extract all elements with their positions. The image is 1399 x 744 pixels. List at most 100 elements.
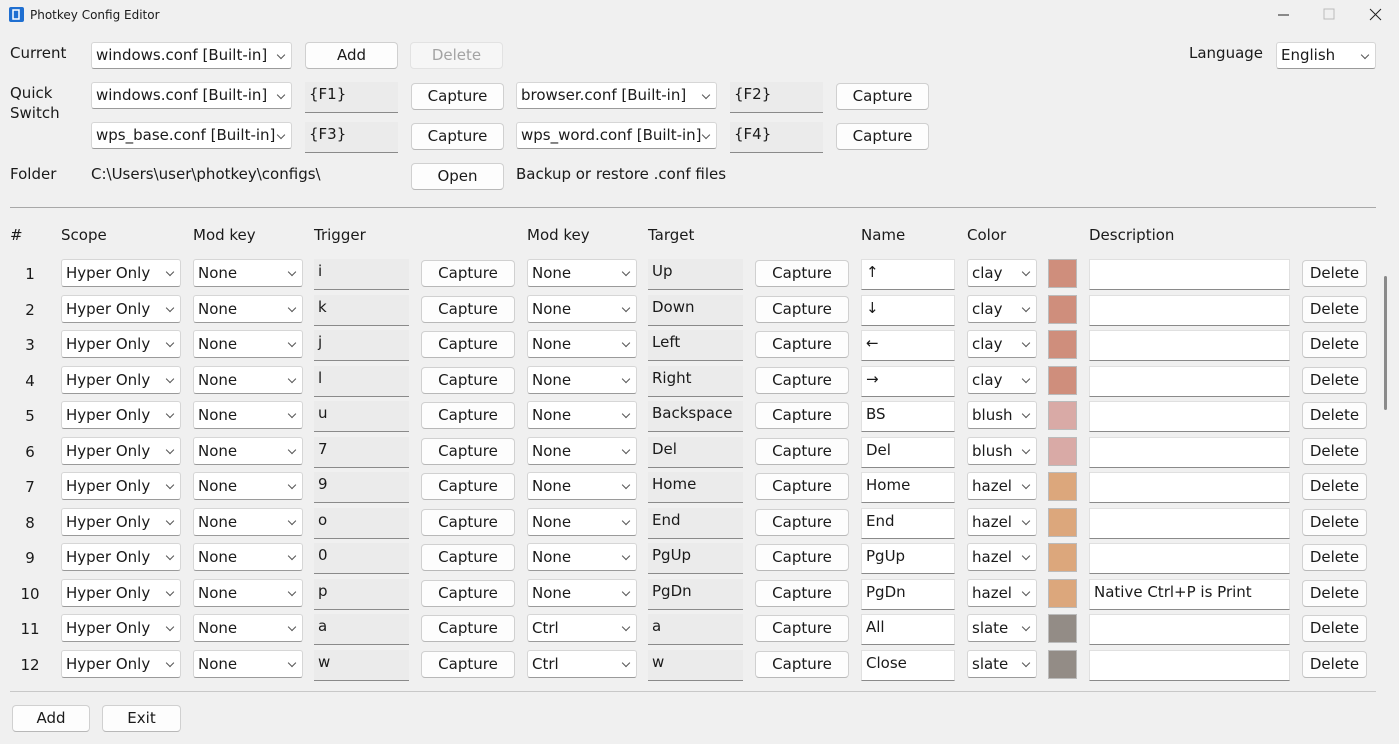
capture-button[interactable]: Capture (421, 437, 515, 465)
delete-row-button[interactable]: Delete (1302, 473, 1367, 500)
scope-select[interactable]: Hyper Only (61, 578, 181, 607)
capture-button[interactable]: Capture (421, 331, 515, 358)
exit-button[interactable]: Exit (102, 705, 181, 732)
target-mod-select[interactable]: None (527, 294, 637, 323)
add-row-button[interactable]: Add (12, 705, 90, 732)
scope-select[interactable]: Hyper Only (61, 365, 181, 394)
description-input[interactable] (1089, 436, 1290, 468)
delete-row-button[interactable]: Delete (1302, 579, 1367, 607)
delete-row-button[interactable]: Delete (1302, 331, 1367, 358)
scope-select[interactable]: Hyper Only (61, 436, 181, 465)
capture-button[interactable]: Capture (421, 366, 515, 394)
delete-row-button[interactable]: Delete (1302, 260, 1367, 287)
target-mod-select[interactable]: None (527, 365, 637, 394)
mod-select[interactable]: None (193, 614, 303, 642)
capture-button[interactable]: Capture (421, 579, 515, 607)
capture-button[interactable]: Capture (421, 295, 515, 323)
close-button[interactable] (1369, 8, 1382, 21)
target-mod-select[interactable]: Ctrl (527, 649, 637, 678)
quick-switch-select[interactable]: wps_base.conf [Built-in] (91, 122, 292, 149)
description-input[interactable] (1089, 507, 1290, 539)
mod-select[interactable]: None (193, 507, 303, 536)
capture-button[interactable]: Capture (755, 402, 849, 429)
capture-button[interactable]: Capture (755, 544, 849, 571)
capture-button[interactable]: Capture (755, 260, 849, 287)
name-input[interactable]: BS (861, 401, 955, 432)
capture-button[interactable]: Capture (421, 615, 515, 642)
quick-switch-select[interactable]: wps_word.conf [Built-in] (516, 122, 717, 149)
delete-row-button[interactable]: Delete (1302, 295, 1367, 323)
open-folder-button[interactable]: Open (411, 163, 504, 190)
quick-switch-select[interactable]: browser.conf [Built-in] (516, 82, 717, 109)
name-input[interactable]: End (861, 507, 955, 539)
scope-select[interactable]: Hyper Only (61, 401, 181, 429)
delete-row-button[interactable]: Delete (1302, 366, 1367, 394)
mod-select[interactable]: None (193, 472, 303, 500)
capture-button[interactable]: Capture (421, 260, 515, 287)
color-select[interactable]: hazel (967, 472, 1037, 500)
mod-select[interactable]: None (193, 649, 303, 678)
target-mod-select[interactable]: Ctrl (527, 614, 637, 642)
color-select[interactable]: clay (967, 259, 1037, 287)
capture-button[interactable]: Capture (421, 508, 515, 536)
target-mod-select[interactable]: None (527, 436, 637, 465)
description-input[interactable] (1089, 614, 1290, 645)
mod-select[interactable]: None (193, 365, 303, 394)
capture-button[interactable]: Capture (755, 437, 849, 465)
target-mod-select[interactable]: None (527, 472, 637, 500)
target-mod-select[interactable]: None (527, 507, 637, 536)
capture-button[interactable]: Capture (755, 508, 849, 536)
description-input[interactable] (1089, 649, 1290, 681)
delete-row-button[interactable]: Delete (1302, 402, 1367, 429)
delete-row-button[interactable]: Delete (1302, 437, 1367, 465)
color-select[interactable]: blush (967, 401, 1037, 429)
description-input[interactable]: Native Ctrl+P is Print (1089, 578, 1290, 610)
capture-button[interactable]: Capture (836, 123, 929, 150)
delete-config-button[interactable]: Delete (410, 42, 503, 69)
mod-select[interactable]: None (193, 578, 303, 607)
description-input[interactable] (1089, 259, 1290, 290)
scope-select[interactable]: Hyper Only (61, 649, 181, 678)
color-select[interactable]: hazel (967, 578, 1037, 607)
capture-button[interactable]: Capture (421, 544, 515, 571)
mod-select[interactable]: None (193, 401, 303, 429)
capture-button[interactable]: Capture (411, 83, 504, 110)
capture-button[interactable]: Capture (421, 402, 515, 429)
name-input[interactable]: All (861, 614, 955, 645)
delete-row-button[interactable]: Delete (1302, 508, 1367, 536)
scope-select[interactable]: Hyper Only (61, 614, 181, 642)
capture-button[interactable]: Capture (755, 331, 849, 358)
scope-select[interactable]: Hyper Only (61, 259, 181, 287)
scope-select[interactable]: Hyper Only (61, 507, 181, 536)
description-input[interactable] (1089, 330, 1290, 361)
mod-select[interactable]: None (193, 543, 303, 571)
mod-select[interactable]: None (193, 259, 303, 287)
mod-select[interactable]: None (193, 436, 303, 465)
capture-button[interactable]: Capture (755, 473, 849, 500)
name-input[interactable]: Del (861, 436, 955, 468)
capture-button[interactable]: Capture (755, 615, 849, 642)
description-input[interactable] (1089, 472, 1290, 503)
target-mod-select[interactable]: None (527, 578, 637, 607)
name-input[interactable]: Home (861, 472, 955, 503)
maximize-button[interactable] (1323, 8, 1335, 20)
capture-button[interactable]: Capture (836, 83, 929, 110)
target-mod-select[interactable]: None (527, 259, 637, 287)
name-input[interactable]: PgUp (861, 543, 955, 574)
color-select[interactable]: blush (967, 436, 1037, 465)
color-select[interactable]: clay (967, 330, 1037, 358)
color-select[interactable]: clay (967, 294, 1037, 323)
name-input[interactable]: → (861, 365, 955, 397)
color-select[interactable]: hazel (967, 543, 1037, 571)
description-input[interactable] (1089, 365, 1290, 397)
scope-select[interactable]: Hyper Only (61, 330, 181, 358)
target-mod-select[interactable]: None (527, 330, 637, 358)
capture-button[interactable]: Capture (755, 295, 849, 323)
description-input[interactable] (1089, 294, 1290, 326)
name-input[interactable]: ↑ (861, 259, 955, 290)
capture-button[interactable]: Capture (755, 366, 849, 394)
capture-button[interactable]: Capture (411, 123, 504, 150)
description-input[interactable] (1089, 401, 1290, 432)
name-input[interactable]: PgDn (861, 578, 955, 610)
scrollbar[interactable] (1384, 276, 1387, 410)
